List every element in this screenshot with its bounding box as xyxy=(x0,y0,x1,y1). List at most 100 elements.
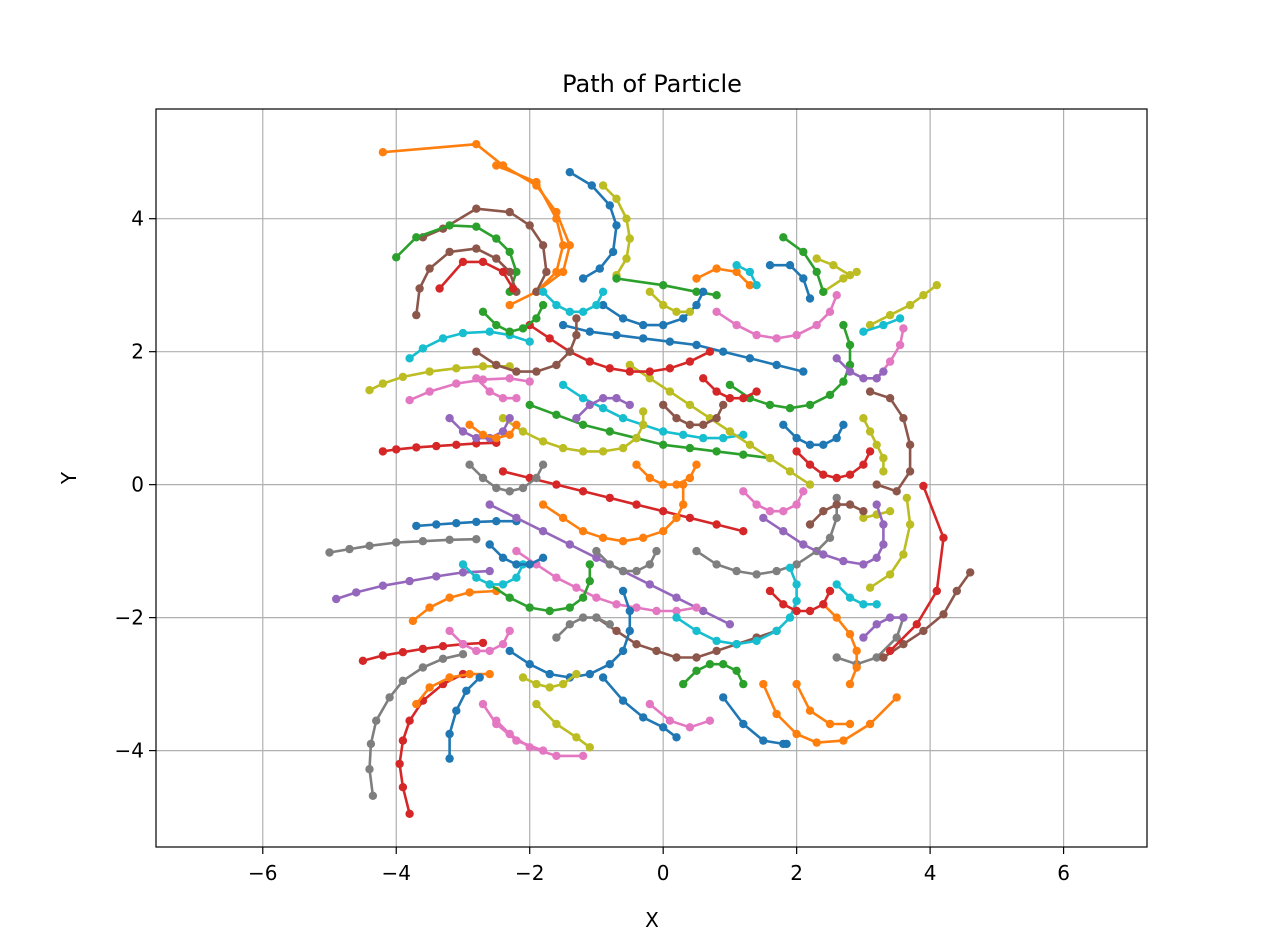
path-point xyxy=(445,673,454,682)
path-point xyxy=(632,640,641,649)
path-point xyxy=(672,733,681,742)
path-point xyxy=(825,390,835,400)
path-point xyxy=(538,241,548,250)
path-point xyxy=(525,603,534,612)
path-line xyxy=(528,324,711,373)
path-point xyxy=(478,638,488,648)
path-point xyxy=(545,683,554,692)
path-point xyxy=(598,394,608,403)
path-point xyxy=(752,570,761,579)
path-point xyxy=(895,314,905,323)
path-line xyxy=(648,703,711,729)
path-point xyxy=(512,546,521,556)
path-point xyxy=(799,540,808,549)
path-point xyxy=(552,480,561,489)
particle-path xyxy=(538,480,688,546)
path-point xyxy=(405,576,414,586)
path-point xyxy=(592,300,601,310)
path-point xyxy=(732,267,741,277)
path-point xyxy=(659,723,668,732)
path-point xyxy=(712,414,721,423)
path-point xyxy=(492,161,501,170)
path-point xyxy=(598,447,608,456)
path-point xyxy=(485,500,494,509)
path-point xyxy=(685,357,695,366)
path-line xyxy=(475,377,517,400)
path-point xyxy=(452,379,461,388)
path-point xyxy=(792,606,801,616)
particle-path xyxy=(518,669,581,692)
path-point xyxy=(605,201,614,210)
path-point xyxy=(485,646,494,656)
particle-path xyxy=(679,660,748,689)
path-point xyxy=(719,400,728,410)
path-point xyxy=(618,646,628,656)
path-point xyxy=(598,533,608,542)
particle-path xyxy=(885,481,948,656)
path-point xyxy=(572,733,581,742)
path-point xyxy=(805,440,815,449)
path-point xyxy=(622,214,631,223)
path-point xyxy=(645,374,654,383)
path-point xyxy=(625,626,634,636)
path-point xyxy=(879,320,888,330)
particle-path xyxy=(445,673,484,763)
path-point xyxy=(832,580,841,589)
path-point xyxy=(452,364,461,373)
path-point xyxy=(865,719,875,729)
path-point xyxy=(685,307,695,316)
path-point xyxy=(819,440,828,449)
path-point xyxy=(572,414,581,423)
path-point xyxy=(872,600,881,609)
path-point xyxy=(512,267,521,277)
path-point xyxy=(632,500,641,509)
path-point xyxy=(832,473,841,483)
path-point xyxy=(408,616,418,626)
path-line xyxy=(542,484,685,543)
path-point xyxy=(859,633,868,642)
path-point xyxy=(378,447,388,456)
path-point xyxy=(725,620,735,629)
path-point xyxy=(825,586,835,596)
path-point xyxy=(672,606,681,616)
path-point xyxy=(612,221,621,230)
path-point xyxy=(952,586,961,596)
path-point xyxy=(745,440,755,449)
path-point xyxy=(545,334,554,343)
path-point xyxy=(639,334,648,343)
path-point xyxy=(852,267,861,277)
x-tick-label: −4 xyxy=(382,861,411,885)
path-point xyxy=(719,660,728,669)
particle-path xyxy=(552,613,614,642)
path-point xyxy=(558,513,568,523)
path-point xyxy=(839,736,848,745)
path-point xyxy=(792,729,801,739)
path-point xyxy=(352,588,361,597)
path-point xyxy=(512,367,521,376)
particle-path xyxy=(445,626,514,656)
path-point xyxy=(532,314,541,323)
path-point xyxy=(605,364,614,373)
path-point xyxy=(585,357,594,366)
path-point xyxy=(558,443,568,453)
path-point xyxy=(692,340,701,350)
path-point xyxy=(512,573,521,582)
path-point xyxy=(692,653,701,662)
path-point xyxy=(505,487,514,496)
chart-title: Path of Particle xyxy=(562,70,742,98)
particle-path xyxy=(879,568,975,662)
path-point xyxy=(412,233,421,242)
path-point xyxy=(672,414,681,423)
path-point xyxy=(759,736,768,745)
path-point xyxy=(699,287,708,296)
path-point xyxy=(879,467,888,476)
path-point xyxy=(845,360,855,370)
path-point xyxy=(472,204,481,213)
path-point xyxy=(625,400,634,410)
path-point xyxy=(899,414,908,423)
path-point xyxy=(412,699,421,709)
path-point xyxy=(538,287,548,296)
path-point xyxy=(785,563,795,572)
path-point xyxy=(538,300,548,310)
